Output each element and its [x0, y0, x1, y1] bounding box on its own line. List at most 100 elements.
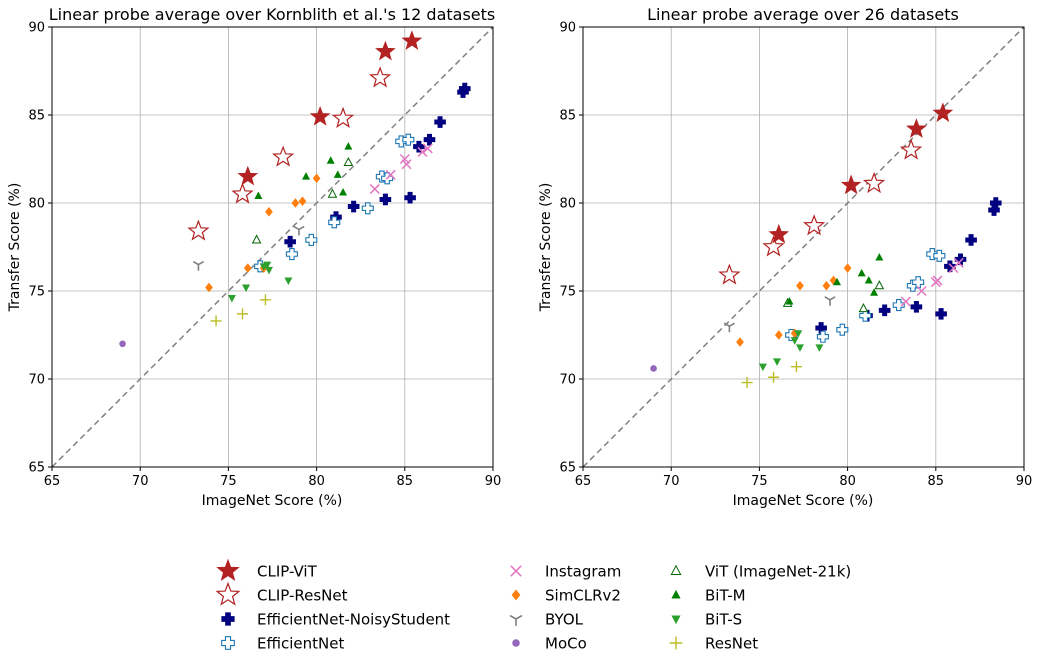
left-y-tick-label: 80	[28, 197, 45, 212]
left-point-vit-imagenet-21k	[327, 188, 338, 198]
legend-item-bit-s: BiT-S	[671, 611, 742, 629]
right-point-efficientnet-noisystudent	[910, 301, 923, 313]
right-point-bit-s	[773, 358, 782, 366]
left-x-axis-label: ImageNet Score (%)	[202, 493, 343, 509]
right-point-simclrv2	[843, 263, 852, 274]
legend-item-efficientnet: EfficientNet	[221, 635, 344, 653]
right-point-moco	[650, 365, 657, 372]
right-point-simclrv2	[736, 337, 744, 347]
left-point-bit-s	[284, 277, 293, 285]
right-diagonal-line	[582, 26, 1025, 468]
legend-item-vit-imagenet-21k: ViT (ImageNet-21k)	[670, 563, 851, 581]
right-point-clip-resnet	[862, 171, 886, 194]
legend-label-moco: MoCo	[545, 635, 587, 653]
right-point-efficientnet	[859, 309, 872, 322]
right-point-simclrv2	[774, 330, 783, 340]
right-point-efficientnet	[933, 249, 946, 262]
legend-marker-moco	[512, 639, 520, 647]
right-point-vit-imagenet-21k	[874, 280, 885, 290]
left-point-instagram	[399, 153, 410, 165]
legend-marker-bit-m	[671, 589, 681, 599]
left-point-instagram	[369, 183, 380, 194]
left-point-bit-m	[302, 172, 311, 180]
right-y-tick-label: 85	[559, 109, 576, 124]
left-y-tick-label: 75	[28, 285, 45, 300]
right-plot-area	[582, 26, 1025, 468]
left-point-instagram	[417, 146, 428, 157]
right-point-clip-resnet	[899, 138, 923, 160]
right-point-bit-s	[795, 344, 804, 352]
left-point-simclrv2	[298, 196, 307, 207]
legend-item-bit-m: BiT-M	[671, 587, 746, 605]
left-point-clip-vit	[309, 105, 331, 126]
left-point-byol	[293, 225, 305, 236]
left-point-efficientnet-noisystudent	[379, 193, 392, 206]
legend-label-bit-m: BiT-M	[705, 587, 746, 605]
right-point-clip-vit	[768, 223, 790, 244]
right-point-instagram	[930, 277, 941, 288]
right-point-clip-resnet	[718, 263, 741, 285]
legend-marker-resnet	[669, 636, 683, 650]
left-point-bit-s	[227, 295, 236, 303]
legend-item-instagram: Instagram	[510, 563, 621, 581]
legend-marker-clip-resnet	[215, 581, 241, 606]
left-y-tick-label: 70	[28, 373, 45, 388]
right-data-points	[650, 102, 1002, 389]
left-point-bit-m	[326, 156, 335, 164]
left-point-efficientnet-noisystudent	[347, 200, 360, 213]
right-point-resnet	[768, 371, 780, 383]
left-point-bit-m	[344, 142, 353, 150]
left-point-simclrv2	[243, 263, 252, 274]
right-point-efficientnet	[892, 299, 905, 312]
left-point-vit-imagenet-21k	[251, 234, 262, 244]
right-x-tick-label: 75	[751, 474, 768, 489]
right-point-bit-m	[864, 275, 873, 284]
legend-label-efficientnet: EfficientNet	[257, 635, 344, 653]
left-y-axis-label: Transfer Score (%)	[7, 183, 23, 313]
right-y-tick-label: 80	[559, 197, 576, 212]
left-y-tick-label: 85	[28, 109, 45, 124]
left-point-efficientnet	[305, 233, 318, 247]
right-point-resnet	[790, 361, 802, 373]
right-point-simclrv2	[822, 280, 831, 291]
right-point-resnet	[741, 377, 753, 389]
right-point-instagram	[900, 296, 911, 307]
left-point-instagram	[422, 143, 433, 154]
legend-item-clip-vit: CLIP-ViT	[216, 558, 318, 581]
right-x-tick-label: 65	[575, 474, 592, 489]
left-point-clip-vit	[375, 40, 396, 61]
left-point-simclrv2	[205, 282, 213, 293]
right-y-tick-label: 65	[559, 461, 576, 476]
right-point-bit-s	[758, 363, 767, 372]
right-point-bit-m	[785, 297, 794, 305]
right-point-bit-s	[790, 337, 799, 345]
right-y-axis-label: Transfer Score (%)	[538, 183, 554, 313]
legend-item-byol: BYOL	[509, 611, 584, 629]
right-y-tick-label: 75	[559, 285, 576, 300]
left-point-simclrv2	[291, 198, 300, 208]
left-y-tick-label: 65	[28, 461, 45, 476]
right-point-bit-m	[833, 277, 842, 286]
right-point-efficientnet	[836, 323, 849, 336]
right-x-tick-label: 70	[663, 474, 680, 489]
left-point-clip-resnet	[368, 66, 392, 88]
right-point-bit-m	[875, 253, 884, 261]
left-point-bit-s	[242, 284, 251, 292]
right-point-simclrv2	[796, 280, 804, 291]
right-point-efficientnet	[912, 276, 925, 289]
left-point-moco	[119, 340, 126, 348]
right-point-clip-vit	[932, 102, 954, 122]
legend-marker-instagram	[510, 565, 522, 577]
right-axes-frame	[582, 26, 1025, 468]
right-x-axis-label: ImageNet Score (%)	[733, 493, 874, 509]
legend-label-clip-vit: CLIP-ViT	[257, 563, 318, 581]
left-point-efficientnet	[402, 133, 415, 146]
left-axes-frame	[51, 26, 494, 468]
legend-marker-efficientnet-noisystudent	[221, 612, 235, 626]
right-x-tick-label: 80	[839, 474, 856, 489]
left-point-efficientnet-noisystudent	[413, 140, 425, 153]
legend-marker-vit-imagenet-21k	[670, 564, 682, 575]
right-point-instagram	[916, 285, 927, 297]
left-point-efficientnet-noisystudent	[404, 191, 416, 204]
